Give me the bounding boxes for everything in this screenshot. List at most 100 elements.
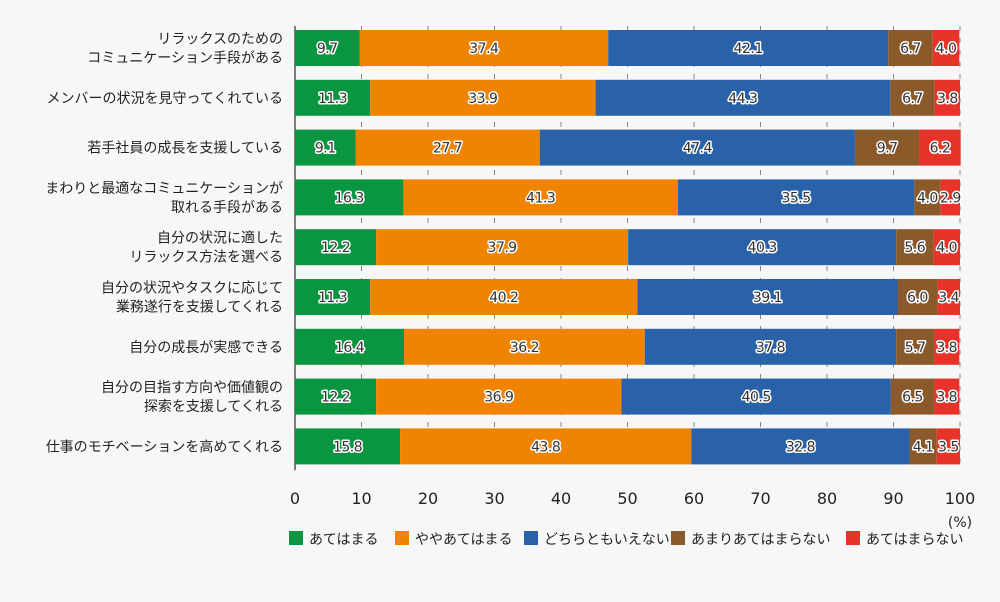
data-label: 6.0 <box>907 290 928 306</box>
category-label: 若手社員の成長を支援している <box>87 141 283 157</box>
data-label: 41.3 <box>526 190 555 206</box>
x-unit-label: (%) <box>948 515 972 531</box>
bar-segment <box>678 179 915 216</box>
legend-label: あてはまらない <box>866 532 963 548</box>
data-label: 40.2 <box>489 290 518 306</box>
data-label: 6.7 <box>900 41 921 57</box>
x-tick-label: 40 <box>551 489 571 508</box>
legend-swatch <box>846 531 860 545</box>
x-tick-label: 70 <box>750 489 770 508</box>
bar-segment <box>897 279 938 315</box>
bar-segment <box>932 30 960 66</box>
data-label: 6.2 <box>930 141 951 157</box>
data-label: 12.2 <box>321 390 350 406</box>
bar-segment <box>691 428 910 465</box>
data-label: 2.9 <box>940 190 961 206</box>
data-label: 11.3 <box>318 290 347 306</box>
legend-label: ややあてはまる <box>415 532 512 548</box>
category-label: 仕事のモチベーションを高めてくれる <box>46 438 283 455</box>
bar-segment <box>628 229 897 266</box>
data-label: 4.0 <box>936 240 957 256</box>
bar-segment <box>909 428 937 465</box>
bar-segment <box>854 129 920 166</box>
bar-segment <box>376 229 629 266</box>
bar-segment <box>370 79 596 116</box>
bar-segment <box>295 179 404 216</box>
bar-segment <box>295 378 377 415</box>
bar-segment <box>934 79 960 116</box>
bar-segment <box>355 129 540 166</box>
data-label: 3.8 <box>936 340 957 356</box>
data-label: 3.4 <box>938 290 959 306</box>
data-label: 4.1 <box>913 439 934 455</box>
bar-segment <box>637 279 898 315</box>
data-label: 32.8 <box>786 439 815 455</box>
data-label: 5.6 <box>904 240 925 256</box>
x-tick-label: 50 <box>617 489 637 508</box>
bar-segment <box>400 428 692 465</box>
bar-segment <box>295 30 360 66</box>
data-label: 15.8 <box>333 439 362 455</box>
bar-segment <box>621 378 891 415</box>
data-label: 36.9 <box>484 390 513 406</box>
data-label: 36.2 <box>510 340 539 356</box>
bar-segment <box>890 378 935 415</box>
data-label: 9.7 <box>317 41 338 57</box>
data-label: 4.0 <box>917 190 938 206</box>
data-label: 27.7 <box>433 141 462 157</box>
legend-label: あてはまる <box>309 532 378 548</box>
category-label: 自分の目指す方向や価値観の <box>101 379 283 396</box>
data-label: 37.8 <box>756 340 785 356</box>
bar-segment <box>919 129 961 166</box>
data-label: 9.1 <box>315 141 336 157</box>
bar-segment <box>896 229 934 266</box>
data-label: 37.4 <box>469 41 499 57</box>
x-tick-label: 90 <box>883 489 903 508</box>
category-label: リラックス方法を選べる <box>129 250 283 266</box>
legend-swatch <box>395 531 409 545</box>
bar-segment <box>937 279 960 315</box>
legend-swatch <box>524 531 538 545</box>
data-label: 4.0 <box>936 41 957 57</box>
data-label: 16.3 <box>335 190 364 206</box>
data-label: 42.1 <box>734 41 763 57</box>
data-label: 40.3 <box>748 240 777 256</box>
legend-label: どちらともいえない <box>544 532 670 548</box>
category-label: まわりと最適なコミュニケーションが <box>45 180 283 197</box>
data-label: 6.5 <box>902 390 923 406</box>
data-label: 37.9 <box>488 240 517 256</box>
legend-swatch <box>671 531 685 545</box>
data-label: 33.9 <box>468 91 497 107</box>
x-tick-label: 10 <box>351 489 371 508</box>
bar-segment <box>295 279 371 315</box>
category-label: 自分の成長が実感できる <box>129 339 283 356</box>
category-label: 探索を支援してくれる <box>144 398 283 415</box>
bar-segment <box>888 30 933 66</box>
bar-segment <box>403 179 679 216</box>
bar-segment <box>934 378 960 415</box>
bar-segment <box>933 229 960 266</box>
bar-segment <box>295 428 401 465</box>
x-tick-label: 60 <box>684 489 704 508</box>
bar-segment <box>936 428 960 465</box>
data-label: 6.7 <box>902 91 923 107</box>
bar-segment <box>539 129 855 166</box>
category-label: 業務遂行を支援してくれる <box>116 300 283 316</box>
data-label: 47.4 <box>683 141 713 157</box>
data-label: 39.1 <box>753 290 782 306</box>
data-label: 3.8 <box>937 91 958 107</box>
bar-segment <box>644 328 897 365</box>
bar-segment <box>295 79 371 116</box>
category-label: コミュニケーション手段がある <box>87 51 283 67</box>
bar-segment <box>404 328 645 365</box>
category-label: メンバーの状況を見守ってくれている <box>47 91 283 107</box>
bar-segment <box>914 179 941 216</box>
x-tick-label: 100 <box>945 489 976 508</box>
data-label: 9.7 <box>877 141 898 157</box>
data-label: 40.5 <box>742 390 771 406</box>
data-label: 5.7 <box>905 340 926 356</box>
data-label: 12.2 <box>321 240 350 256</box>
x-tick-label: 80 <box>817 489 837 508</box>
bar-segment <box>370 279 638 315</box>
